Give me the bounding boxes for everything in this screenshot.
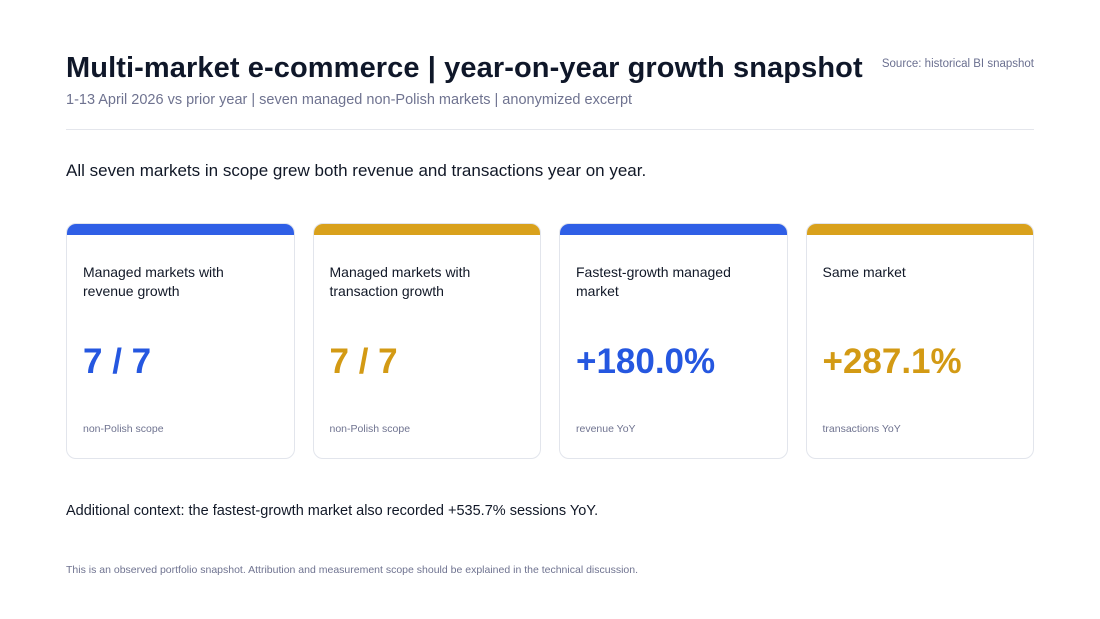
card-note: non-Polish scope xyxy=(83,423,164,435)
source-note: Source: historical BI snapshot xyxy=(881,58,1034,70)
key-message: All seven markets in scope grew both rev… xyxy=(66,161,647,180)
card-accent-bar xyxy=(806,224,1033,235)
kpi-card-same-market: Same market +287.1% transactions YoY xyxy=(805,223,1034,459)
kpi-card-transaction-growth-markets: Managed markets with transaction growth … xyxy=(312,223,541,459)
page-subtitle: 1-13 April 2026 vs prior year | seven ma… xyxy=(66,92,633,108)
kpi-card-fastest-growth-market: Fastest-growth managed market +180.0% re… xyxy=(559,223,788,459)
card-accent-bar xyxy=(67,224,294,235)
card-accent-bar xyxy=(313,224,540,235)
card-label: Same market xyxy=(822,264,906,280)
additional-context: Additional context: the fastest-growth m… xyxy=(66,503,599,519)
card-label: Managed markets with transaction growth xyxy=(329,264,471,299)
footnote: This is an observed portfolio snapshot. … xyxy=(66,564,639,576)
card-value: 7 / 7 xyxy=(329,342,398,381)
card-note: non-Polish scope xyxy=(329,423,411,435)
header-divider xyxy=(66,129,1034,130)
card-label: Fastest-growth managed market xyxy=(576,264,731,299)
card-accent-bar xyxy=(560,224,787,235)
card-value: +180.0% xyxy=(576,342,716,381)
kpi-cards: Managed markets with revenue growth 7 / … xyxy=(66,223,1034,459)
kpi-card-revenue-growth-markets: Managed markets with revenue growth 7 / … xyxy=(66,223,295,459)
card-label: Managed markets with revenue growth xyxy=(83,264,224,299)
card-note: revenue YoY xyxy=(576,423,636,435)
card-value: 7 / 7 xyxy=(83,342,152,381)
page-title: Multi-market e-commerce | year-on-year g… xyxy=(66,52,863,84)
card-note: transactions YoY xyxy=(822,423,901,435)
card-value: +287.1% xyxy=(822,342,962,381)
